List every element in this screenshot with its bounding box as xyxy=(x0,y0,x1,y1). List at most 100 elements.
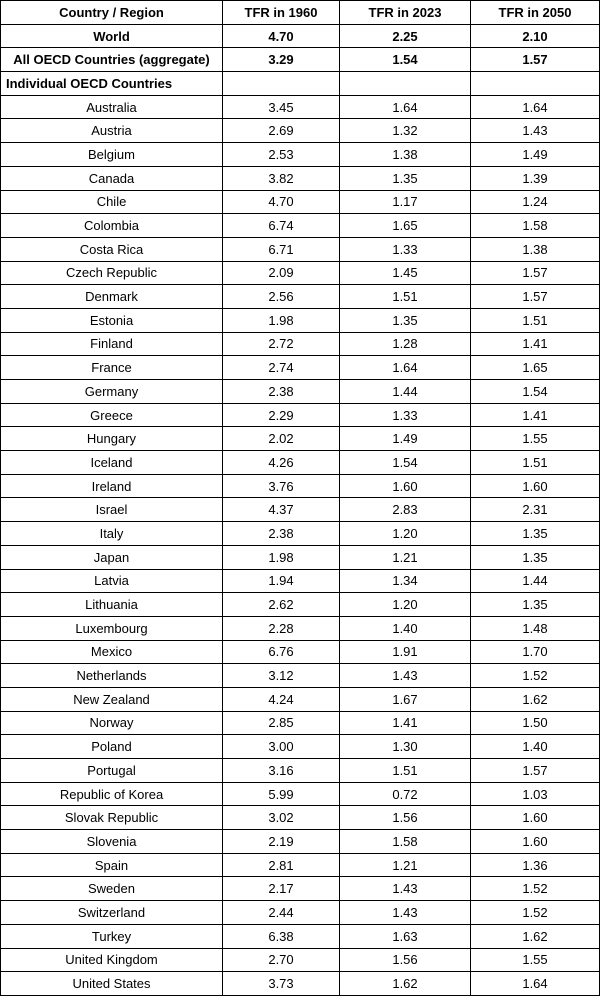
row-tfr-2050: 1.44 xyxy=(470,568,600,594)
row-name: Belgium xyxy=(0,142,223,167)
row-tfr-1960: 2.81 xyxy=(222,852,340,878)
row-tfr-2023: 1.56 xyxy=(339,947,471,973)
table-row: France 2.74 1.64 1.65 xyxy=(0,355,600,380)
table-row: Norway 2.85 1.41 1.50 xyxy=(0,710,600,736)
row-tfr-2050: 1.57 xyxy=(470,260,600,286)
table-row: Estonia 1.98 1.35 1.51 xyxy=(0,307,600,333)
row-tfr-2023: 1.64 xyxy=(339,355,471,380)
row-name: New Zealand xyxy=(0,686,223,712)
row-tfr-2050: 1.52 xyxy=(470,663,600,688)
row-tfr-2023: 2.83 xyxy=(339,497,471,523)
table-row: Canada 3.82 1.35 1.39 xyxy=(0,165,600,191)
row-name: United States xyxy=(0,971,223,996)
row-tfr-1960: 1.98 xyxy=(222,307,340,333)
row-tfr-1960: 2.70 xyxy=(222,947,340,973)
empty-cell xyxy=(339,71,471,96)
table-row: Iceland 4.26 1.54 1.51 xyxy=(0,450,600,475)
row-name: Switzerland xyxy=(0,900,223,925)
table-row: United States 3.73 1.62 1.64 xyxy=(0,971,600,996)
row-tfr-1960: 6.76 xyxy=(222,639,340,665)
section-row: Individual OECD Countries xyxy=(0,71,600,96)
row-tfr-2050: 1.35 xyxy=(470,592,600,617)
row-name: United Kingdom xyxy=(0,947,223,973)
row-tfr-2023: 1.91 xyxy=(339,639,471,665)
row-tfr-2023: 1.33 xyxy=(339,402,471,428)
row-name: Canada xyxy=(0,165,223,191)
row-tfr-2050: 1.51 xyxy=(470,307,600,333)
empty-cell xyxy=(222,71,340,96)
row-tfr-2050: 1.65 xyxy=(470,355,600,380)
table-row: Finland 2.72 1.28 1.41 xyxy=(0,331,600,357)
row-name: Portugal xyxy=(0,758,223,783)
row-tfr-2050: 1.38 xyxy=(470,236,600,262)
table-row: Chile 4.70 1.17 1.24 xyxy=(0,189,600,215)
row-tfr-2050: 1.70 xyxy=(470,639,600,665)
row-tfr-2023: 2.25 xyxy=(339,23,471,49)
table-row: Switzerland 2.44 1.43 1.52 xyxy=(0,900,600,925)
header-row: Country / Region TFR in 1960 TFR in 2023… xyxy=(0,0,600,25)
row-tfr-2050: 1.60 xyxy=(470,473,600,499)
row-tfr-2023: 1.62 xyxy=(339,971,471,996)
row-tfr-2023: 1.32 xyxy=(339,118,471,144)
row-tfr-1960: 3.82 xyxy=(222,165,340,191)
row-tfr-1960: 4.26 xyxy=(222,450,340,475)
table-row: Spain 2.81 1.21 1.36 xyxy=(0,852,600,878)
row-name: Mexico xyxy=(0,639,223,665)
row-name: Colombia xyxy=(0,213,223,238)
row-tfr-2023: 1.49 xyxy=(339,426,471,452)
row-tfr-2023: 1.54 xyxy=(339,450,471,475)
row-tfr-1960: 2.28 xyxy=(222,615,340,641)
table-row: Slovak Republic 3.02 1.56 1.60 xyxy=(0,805,600,831)
table-row: Republic of Korea 5.99 0.72 1.03 xyxy=(0,781,600,807)
row-tfr-2050: 1.52 xyxy=(470,876,600,902)
row-tfr-1960: 2.44 xyxy=(222,900,340,925)
row-tfr-2023: 1.17 xyxy=(339,189,471,215)
row-tfr-2023: 1.64 xyxy=(339,94,471,120)
row-tfr-2023: 1.58 xyxy=(339,829,471,854)
table-row: Costa Rica 6.71 1.33 1.38 xyxy=(0,236,600,262)
row-tfr-2050: 1.64 xyxy=(470,94,600,120)
table-row: Sweden 2.17 1.43 1.52 xyxy=(0,876,600,902)
header-tfr-2023: TFR in 2023 xyxy=(339,0,471,25)
row-tfr-2023: 1.60 xyxy=(339,473,471,499)
row-name: Austria xyxy=(0,118,223,144)
row-tfr-1960: 6.74 xyxy=(222,213,340,238)
row-tfr-2023: 1.34 xyxy=(339,568,471,594)
row-tfr-2050: 1.50 xyxy=(470,710,600,736)
row-tfr-2023: 1.35 xyxy=(339,165,471,191)
table-row: Mexico 6.76 1.91 1.70 xyxy=(0,639,600,665)
row-tfr-2023: 1.65 xyxy=(339,213,471,238)
row-name: Republic of Korea xyxy=(0,781,223,807)
summary-row-oecd: All OECD Countries (aggregate) 3.29 1.54… xyxy=(0,47,600,73)
row-tfr-2023: 1.67 xyxy=(339,686,471,712)
row-tfr-2050: 1.49 xyxy=(470,142,600,167)
row-name: Denmark xyxy=(0,284,223,309)
row-name: All OECD Countries (aggregate) xyxy=(0,47,223,73)
table-row: Netherlands 3.12 1.43 1.52 xyxy=(0,663,600,688)
row-tfr-2050: 2.31 xyxy=(470,497,600,523)
row-tfr-1960: 5.99 xyxy=(222,781,340,807)
row-tfr-2023: 1.56 xyxy=(339,805,471,831)
row-name: Lithuania xyxy=(0,592,223,617)
row-name: Poland xyxy=(0,734,223,759)
row-tfr-1960: 3.16 xyxy=(222,758,340,783)
row-name: Israel xyxy=(0,497,223,523)
table-row: Israel 4.37 2.83 2.31 xyxy=(0,497,600,523)
row-tfr-2050: 1.58 xyxy=(470,213,600,238)
row-tfr-1960: 2.17 xyxy=(222,876,340,902)
row-tfr-2050: 1.35 xyxy=(470,521,600,546)
row-tfr-2050: 1.41 xyxy=(470,331,600,357)
row-name: Czech Republic xyxy=(0,260,223,286)
row-tfr-2023: 1.30 xyxy=(339,734,471,759)
row-tfr-2050: 1.36 xyxy=(470,852,600,878)
row-tfr-1960: 4.37 xyxy=(222,497,340,523)
row-name: Slovak Republic xyxy=(0,805,223,831)
row-tfr-2050: 1.43 xyxy=(470,118,600,144)
row-name: Costa Rica xyxy=(0,236,223,262)
row-tfr-2050: 1.60 xyxy=(470,805,600,831)
summary-row-world: World 4.70 2.25 2.10 xyxy=(0,23,600,49)
row-tfr-1960: 2.19 xyxy=(222,829,340,854)
row-tfr-1960: 2.69 xyxy=(222,118,340,144)
row-tfr-1960: 2.53 xyxy=(222,142,340,167)
table-row: Australia 3.45 1.64 1.64 xyxy=(0,94,600,120)
